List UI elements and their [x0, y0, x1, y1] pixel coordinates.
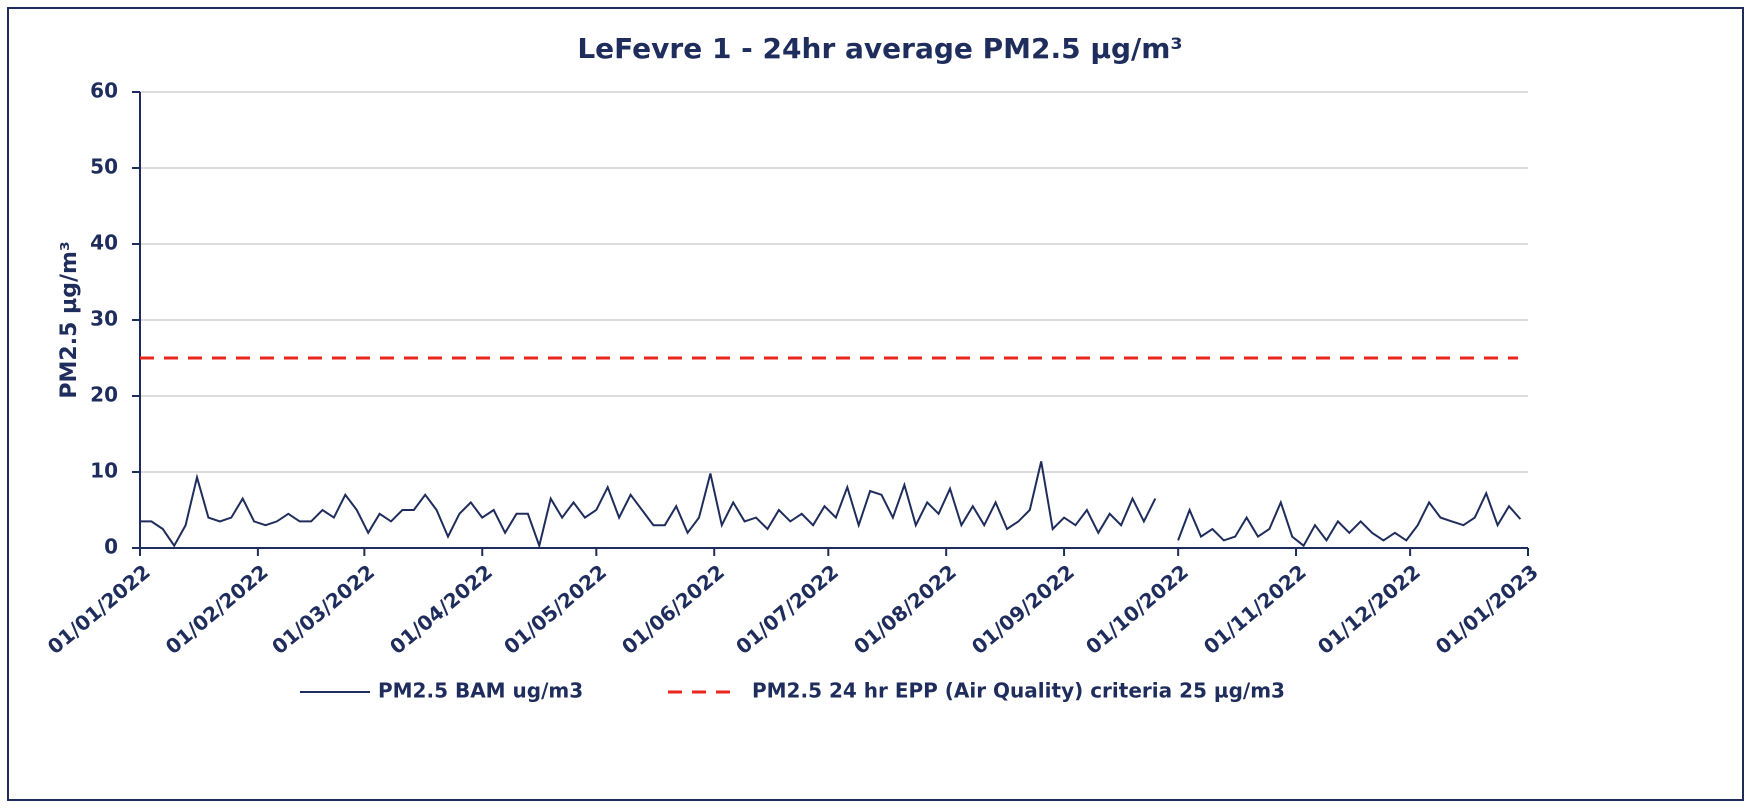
y-tick-label: 60: [90, 79, 118, 103]
y-tick-label: 0: [104, 535, 118, 559]
chart-title: LeFevre 1 - 24hr average PM2.5 µg/m³: [577, 32, 1182, 65]
y-tick-label: 20: [90, 383, 118, 407]
y-tick-label: 40: [90, 231, 118, 255]
y-tick-label: 10: [90, 459, 118, 483]
y-axis-label: PM2.5 µg/m³: [57, 241, 82, 398]
frame: [7, 7, 1744, 801]
legend-label: PM2.5 BAM ug/m3: [378, 679, 583, 703]
y-tick-label: 30: [90, 307, 118, 331]
y-tick-label: 50: [90, 155, 118, 179]
legend-label: PM2.5 24 hr EPP (Air Quality) criteria 2…: [752, 679, 1285, 703]
data-line: [140, 461, 1522, 550]
